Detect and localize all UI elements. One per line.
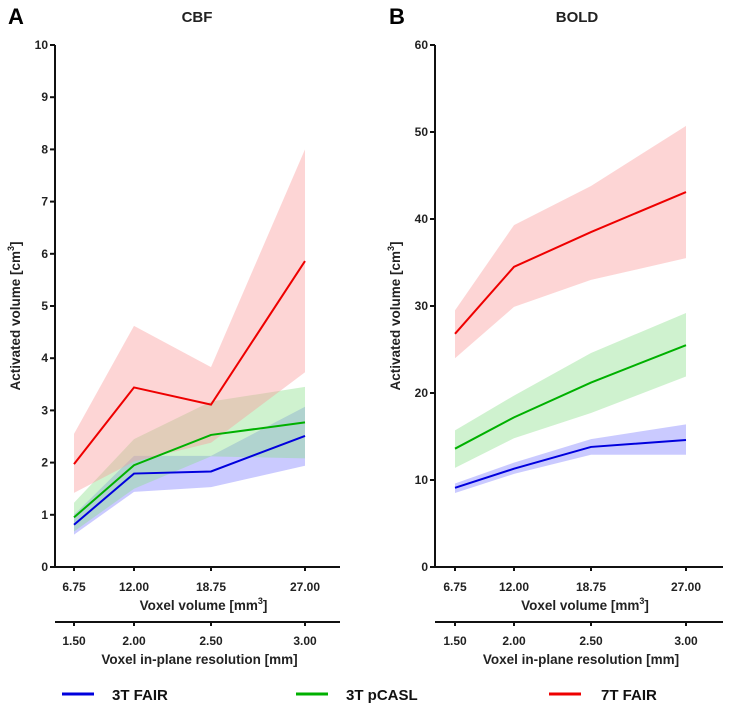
x-tick-label: 6.75	[443, 580, 467, 594]
y-tick-label: 60	[415, 38, 429, 52]
x-tick-label: 12.00	[499, 580, 529, 594]
y-tick-label: 7	[41, 195, 48, 209]
confidence-bands	[74, 149, 305, 535]
series-line	[454, 191, 687, 335]
y-tick-label: 10	[35, 38, 49, 52]
band-3t-pcasl	[455, 312, 686, 468]
x-tick-label: 12.00	[119, 580, 149, 594]
band-3t-pcasl	[74, 386, 305, 532]
y-tick-label: 20	[415, 386, 429, 400]
y-axis-label: Activated volume [cm3]	[6, 241, 23, 390]
x-tick-label: 6.75	[62, 580, 86, 594]
x2-tick-label: 1.50	[443, 634, 467, 648]
legend-label: 7T FAIR	[601, 687, 657, 704]
series-7t-fair	[73, 260, 306, 465]
legend-label: 3T FAIR	[112, 687, 168, 704]
x2-tick-label: 2.00	[122, 634, 146, 648]
y-axis-label: Activated volume [cm3]	[386, 241, 403, 390]
x-tick-label: 18.75	[576, 580, 606, 594]
series-line	[454, 438, 687, 489]
x-axis-label: Voxel volume [mm3]	[140, 596, 268, 613]
y-tick-label: 3	[41, 403, 48, 417]
y-tick-label: 0	[41, 560, 48, 574]
series-3t-fair	[454, 438, 687, 489]
x2-tick-label: 2.00	[502, 634, 526, 648]
y-tick-label: 6	[41, 247, 48, 261]
confidence-bands	[455, 125, 686, 494]
x-tick-label: 27.00	[290, 580, 320, 594]
y-tick-label: 8	[41, 142, 48, 156]
series-3t-pcasl	[73, 421, 306, 519]
x2-tick-label: 2.50	[199, 634, 223, 648]
panel-title: BOLD	[556, 9, 599, 26]
y-tick-label: 2	[41, 456, 48, 470]
legend-item-7t-fair: 7T FAIR	[549, 687, 657, 704]
y-tick-label: 50	[415, 125, 429, 139]
x2-axis-label: Voxel in-plane resolution [mm]	[483, 652, 679, 667]
panel-title: CBF	[182, 9, 213, 26]
series-line	[73, 260, 306, 465]
series-3t-fair	[73, 435, 306, 526]
series-line	[454, 344, 687, 450]
y-tick-label: 0	[421, 560, 428, 574]
y-tick-label: 30	[415, 299, 429, 313]
x2-tick-label: 3.00	[293, 634, 317, 648]
x2-tick-label: 1.50	[62, 634, 86, 648]
y-tick-label: 40	[415, 212, 429, 226]
x-tick-label: 27.00	[671, 580, 701, 594]
y-tick-label: 10	[415, 473, 429, 487]
panel-cbf: A CBF 0 1 2 3 4 5 6 7 8 9 10 Activated volume [cm3] 6.…	[6, 4, 340, 667]
legend: 3T FAIR 3T pCASL 7T FAIR	[62, 687, 657, 704]
series-line	[73, 421, 306, 519]
band-3t-fair	[74, 406, 305, 535]
series-3t-pcasl	[454, 344, 687, 450]
x-axis-label: Voxel volume [mm3]	[521, 596, 649, 613]
x2-tick-label: 3.00	[674, 634, 698, 648]
series-line	[73, 435, 306, 526]
legend-item-3t-fair: 3T FAIR	[62, 687, 168, 704]
y-tick-label: 4	[41, 351, 48, 365]
y-tick-label: 1	[41, 508, 48, 522]
panel-letter: B	[389, 4, 405, 29]
x-tick-label: 18.75	[196, 580, 226, 594]
band-3t-fair	[455, 424, 686, 494]
series-7t-fair	[454, 191, 687, 335]
y-tick-label: 5	[41, 299, 48, 313]
x2-tick-label: 2.50	[579, 634, 603, 648]
y-tick-label: 9	[41, 90, 48, 104]
panel-bold: B BOLD 0 10 20 30 40 50 60 Activated volume [cm3]…	[386, 4, 723, 667]
band-7t-fair	[74, 149, 305, 493]
panel-letter: A	[8, 4, 24, 29]
x2-axis-label: Voxel in-plane resolution [mm]	[101, 652, 297, 667]
legend-label: 3T pCASL	[346, 687, 418, 704]
legend-item-3t-pcasl: 3T pCASL	[296, 687, 418, 704]
